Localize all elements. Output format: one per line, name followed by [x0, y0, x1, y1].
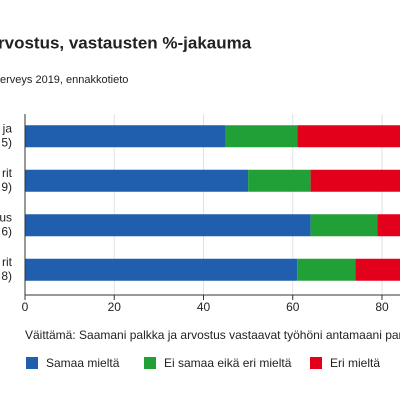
bar-segment [297, 258, 356, 281]
bar-segment [225, 125, 298, 148]
chart-subtitle: erveys 2019, ennakkotieto [0, 74, 128, 86]
y-tick-label-line: rit [2, 255, 13, 269]
bar-segment [355, 258, 400, 281]
y-tick-label-line: rit [2, 166, 13, 180]
y-tick-label: ja 5) [1, 121, 12, 149]
bar-segment [310, 169, 400, 192]
x-tick-label: 60 [286, 300, 300, 314]
legend-swatch [310, 357, 322, 369]
y-tick-label: rit 9) [1, 166, 12, 194]
bar-segment [377, 214, 400, 237]
y-tick-label-line: 5) [1, 135, 12, 149]
bar-segment [310, 214, 378, 237]
y-tick-label: rit 8) [1, 255, 12, 283]
y-tick-label-line: 9) [1, 180, 12, 194]
legend-label: Ei samaa eikä eri mieltä [164, 356, 292, 370]
bar-segment [25, 169, 249, 192]
x-tick-label: 0 [22, 300, 29, 314]
chart-title: rvostus, vastausten %-jakauma [0, 33, 252, 52]
y-tick-label-line: 8) [1, 269, 12, 283]
bar-segment [297, 125, 400, 148]
y-tick-label: us 6) [0, 210, 12, 238]
y-tick-label-line: us [0, 210, 12, 224]
x-tick-label: 20 [108, 300, 122, 314]
legend-label: Eri mieltä [330, 356, 380, 370]
legend-swatch [26, 357, 38, 369]
bar-segment [25, 258, 298, 281]
bar-segment [248, 169, 311, 192]
bar-segment [25, 125, 226, 148]
y-tick-label-line: ja [2, 121, 13, 135]
x-tick-label: 80 [375, 300, 389, 314]
x-tick-label: 40 [197, 300, 211, 314]
y-tick-label-line: 6) [1, 224, 12, 238]
legend-swatch [144, 357, 156, 369]
note: Väittämä: Saamani palkka ja arvostus vas… [25, 328, 400, 342]
bar-segment [25, 214, 311, 237]
legend-label: Samaa mieltä [46, 356, 120, 370]
